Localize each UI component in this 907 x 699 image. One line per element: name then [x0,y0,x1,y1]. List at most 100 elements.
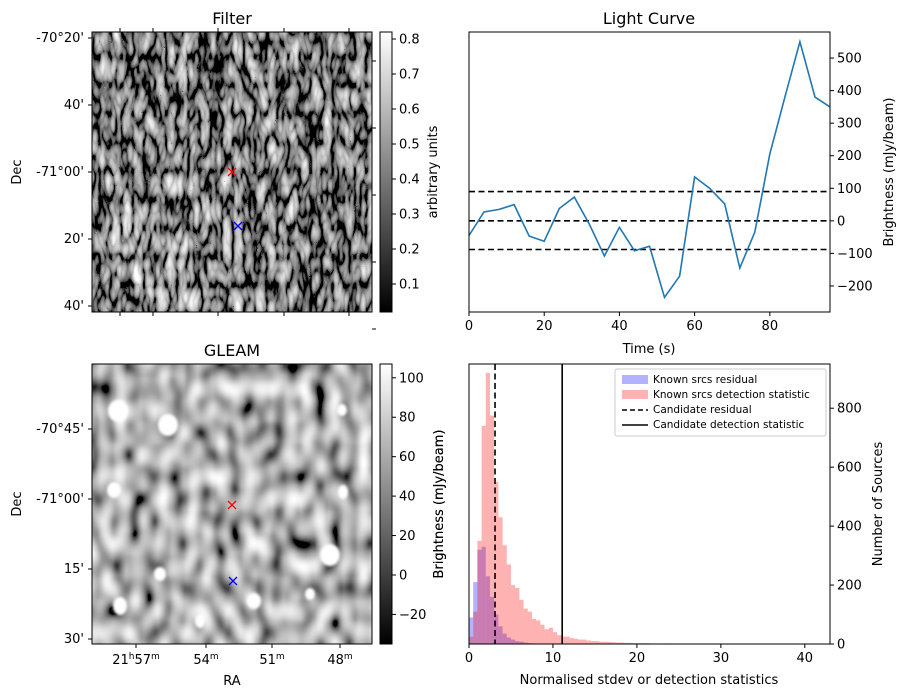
filter-title: Filter [212,9,252,28]
filter-cb-tick-label: 0.7 [399,68,420,83]
histogram-bar-residual [515,641,520,644]
gleam-cb-tick-label: 0 [399,568,407,583]
histogram-bar-detection [628,642,633,644]
filter-cb-tick-label: 0.6 [399,103,420,118]
gleam-image [92,364,372,644]
gleam-xlabel: RA [223,674,241,689]
gleam-cb-tick-label: −20 [399,608,426,623]
histogram-bar-detection [590,641,595,644]
histogram-bar-residual [494,614,499,644]
histogram-xlabel: Normalised stdev or detection statistics [520,673,779,688]
histogram-bar-detection [494,481,499,644]
histogram-bar-residual [502,633,507,644]
legend-box [614,368,827,437]
filter-colorbar-ticks: 0.1 0.2 0.3 0.4 0.5 0.6 0.7 0.8 [392,33,420,293]
histogram-bar-detection [569,638,574,644]
gleam-ticks [88,428,341,648]
histogram-bar-detection [624,642,629,644]
light-curve-xtick-label: 80 [762,319,779,334]
light-curve-panel: Light Curve 0 20 40 60 80 −200 −100 0 100 200 300 4… [465,9,897,357]
histogram-bar-detection [485,372,490,644]
histogram-left-label: Brightness (mJy/beam) [432,430,447,579]
gleam-panel: GLEAM -70°45' -71°00' 15' 30' Dec 21 [10,341,447,689]
histogram-bar-residual [519,641,524,644]
filter-colorbar [379,31,393,313]
histogram-ytick-label: 200 [837,579,862,594]
light-curve-ytick-label: 400 [837,84,862,99]
histogram-bar-residual [485,576,490,644]
filter-marker-red [227,167,237,177]
histogram-bar-detection [620,642,625,644]
gleam-cb-tick-label: 20 [399,529,416,544]
gleam-cb-tick-label: 100 [399,371,424,386]
legend-label-candidate-residual: Candidate residual [653,404,752,416]
gleam-colorbar-label: Brightness (mJy/beam) [432,430,447,579]
legend-label-candidate-detection: Candidate detection statistic [653,419,805,431]
gleam-xtick-3: 48m [327,652,352,668]
gleam-sources [107,400,348,628]
filter-ytick-0: -70°20' [36,31,84,46]
filter-ytick-1: 40' [64,98,84,113]
gleam-ytick-3: 30' [64,632,84,647]
light-curve-ytick-label: 200 [837,149,862,164]
filter-ytick-3: 20' [64,232,84,247]
light-curve-ytick-label: 300 [837,117,862,132]
filter-ticks [88,28,376,330]
light-curve-xtick-label: 0 [465,319,473,334]
histogram-bar-residual [523,642,528,644]
light-curve-ylabel: Brightness (mJy/beam) [882,98,897,247]
histogram-bar-detection [481,425,486,644]
gleam-ylabel: Dec [10,491,25,516]
histogram-bar-detection [515,588,520,644]
histogram-bar-detection [552,632,558,644]
filter-cb-tick-label: 0.1 [399,278,420,293]
filter-panel: Filter -70°20' 40' -71°00' 20' 40' Dec 0… [10,9,441,330]
histogram-bar-detection [561,636,566,644]
histogram-bar-detection [578,639,583,644]
light-curve-xtick-label: 20 [536,319,553,334]
light-curve-ytick-label: −100 [837,247,873,262]
histogram-bar-detection [527,611,532,644]
gleam-colorbar-ticks: −20 0 20 40 60 80 100 [392,371,426,623]
histogram-xtick-label: 10 [545,651,562,666]
histogram-bar-detection [510,585,516,644]
histogram-bar-detection [502,545,507,644]
histogram-ytick-label: 0 [837,638,845,653]
light-curve-series-line [468,38,831,300]
histogram-bar-detection [599,641,604,644]
histogram-ytick-label: 400 [837,520,862,535]
gleam-colorbar [379,363,393,645]
light-curve-title: Light Curve [603,9,695,28]
histogram-bar-detection [603,641,608,644]
light-curve-xtick-label: 40 [611,319,628,334]
histogram-xtick-label: 30 [713,651,730,666]
filter-ylabel: Dec [10,159,25,184]
histogram-bar-detection [565,636,570,644]
histogram-bar-detection [531,618,537,644]
filter-ytick-4: 40' [64,299,84,314]
histogram-legend: Known srcs residual Known srcs detection… [614,368,827,437]
histogram-bar-detection [557,635,562,644]
legend-swatch-residual [622,375,648,384]
gleam-cb-tick-label: 80 [399,411,416,426]
filter-ytick-2: -71°00' [36,165,84,180]
filter-marker-blue [233,221,243,231]
gleam-ytick-0: -70°45' [36,422,84,437]
histogram-bar-detection [489,415,495,644]
histogram-bar-detection [607,641,612,644]
histogram-xtick-label: 40 [797,651,814,666]
gleam-cb-tick-label: 40 [399,490,416,505]
legend-swatch-detection [622,390,648,399]
filter-colorbar-label: arbitrary units [426,125,441,218]
histogram-bar-residual [469,617,474,644]
histogram-ylabel: Number of Sources [871,442,886,567]
histogram-bar-detection [540,624,545,644]
histogram-bar-residual [489,596,495,644]
histogram-bar-residual [473,582,478,644]
histogram-xtick-label: 0 [465,651,473,666]
histogram-bar-detection [582,639,587,644]
filter-cb-tick-label: 0.8 [399,33,420,48]
